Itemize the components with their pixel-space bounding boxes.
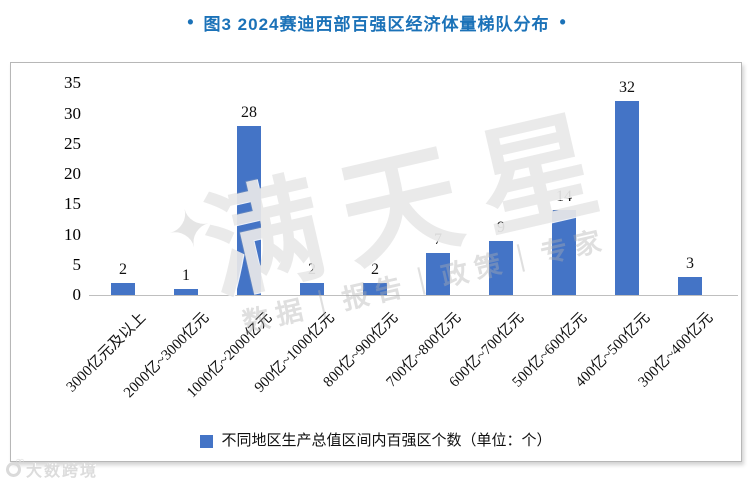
bar — [552, 210, 576, 295]
bar-value-label: 14 — [556, 188, 572, 205]
y-axis-tick-label: 0 — [72, 285, 82, 304]
bar — [363, 283, 387, 295]
y-axis-tick-label: 20 — [64, 164, 81, 183]
bar — [174, 289, 198, 295]
bar-value-label: 7 — [434, 231, 442, 248]
bar — [615, 101, 639, 295]
chart-panel: 0 5 10 15 20 25 30 35 2 3000亿元及以上 1 2000亿~3000亿元 28 1… — [10, 62, 742, 462]
bar-value-label: 2 — [119, 261, 127, 278]
bar — [111, 283, 135, 295]
bar-value-label: 3 — [686, 255, 694, 272]
y-axis-tick-label: 5 — [72, 254, 82, 274]
y-axis-tick-label: 10 — [64, 224, 81, 244]
site-name-text: 大数跨境 — [26, 463, 99, 480]
bar-value-label: 2 — [308, 261, 316, 278]
y-axis-tick-label: 15 — [64, 194, 81, 214]
y-axis-tick-label: 25 — [64, 133, 81, 153]
title-right-dot-icon: • — [559, 12, 566, 32]
legend: 不同地区生产总值区间内百强区个数（单位：个） — [11, 431, 741, 452]
bar-value-label: 9 — [497, 219, 505, 236]
chart-title-row: • 图3 2024赛迪西部百强区经济体量梯队分布 • — [0, 8, 753, 36]
bar-value-label: 1 — [182, 267, 190, 284]
legend-label: 不同地区生产总值区间内百强区个数（单位：个） — [221, 433, 552, 449]
title-left-dot-icon: • — [187, 12, 194, 32]
bar — [678, 277, 702, 295]
plot-area: 0 5 10 15 20 25 30 35 2 3000亿元及以上 1 2000亿~3000亿元 28 1… — [11, 63, 741, 461]
site-watermark: 大数跨境 — [6, 455, 99, 480]
x-axis-line — [89, 295, 738, 296]
bar — [489, 241, 513, 295]
bar-value-label: 32 — [619, 79, 635, 96]
bar — [426, 253, 450, 295]
bar — [300, 283, 324, 295]
y-axis-tick-label: 35 — [64, 73, 81, 93]
y-axis-tick-label: 30 — [64, 103, 81, 123]
legend-marker-icon — [200, 435, 214, 448]
site-logo-icon — [6, 455, 24, 477]
bar-value-label: 2 — [371, 261, 379, 278]
bar-value-label: 28 — [241, 104, 257, 121]
bar — [237, 126, 261, 295]
page-title: 图3 2024赛迪西部百强区经济体量梯队分布 — [203, 14, 550, 34]
